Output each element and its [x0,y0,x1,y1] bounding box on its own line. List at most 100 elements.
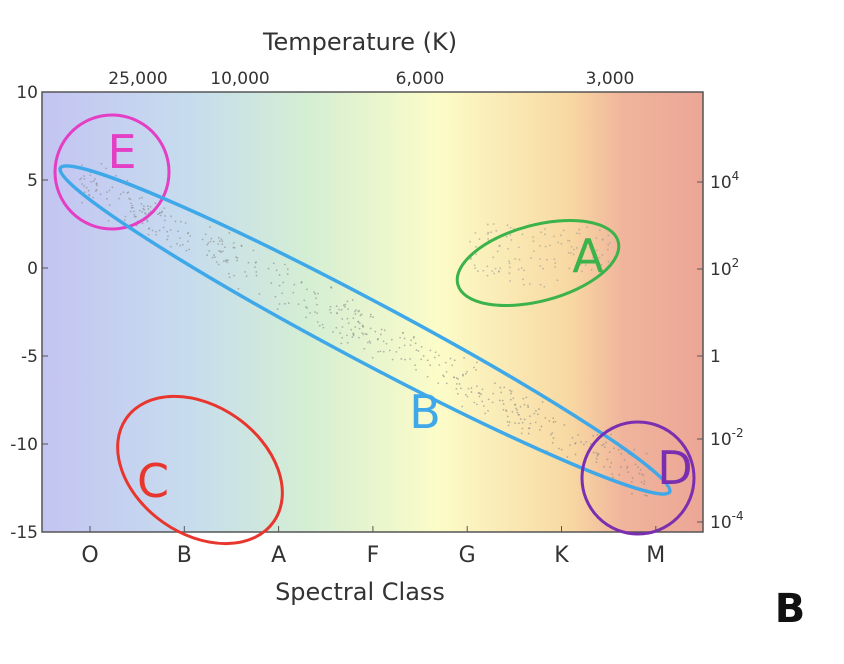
star-dot [358,309,360,312]
star-dot [316,321,319,323]
star-dot [105,197,108,200]
star-dot [595,237,598,240]
star-dot [521,233,524,236]
star-dot [129,210,132,213]
star-dot [608,241,611,244]
star-dot [522,278,524,281]
star-dot [619,466,622,469]
region-label: E [107,125,136,179]
star-dot [278,284,281,287]
star-dot [469,240,471,243]
star-dot [464,372,467,375]
star-dot [528,427,531,430]
star-dot [585,246,587,249]
star-dot [506,415,509,418]
star-dot [598,229,601,231]
star-dot [159,214,162,217]
star-dot [297,303,300,305]
star-dot [517,413,520,416]
star-dot [544,417,547,419]
star-dot [314,292,317,295]
star-dot [464,393,467,396]
star-dot [388,349,391,352]
star-dot [482,405,485,407]
star-dot [329,311,332,314]
star-dot [497,270,500,273]
star-dot [118,197,121,200]
star-dot [158,229,161,232]
star-dot [534,421,537,424]
star-dot [275,269,278,272]
star-dot [645,452,648,455]
star-dot [535,410,537,412]
star-dot [316,303,318,306]
star-dot [201,238,204,241]
star-dot [227,272,230,275]
star-dot [209,226,211,228]
top-tick-label: 10,000 [210,69,269,89]
star-dot [519,418,522,420]
star-dot [429,364,432,367]
star-dot [486,223,489,226]
star-dot [105,167,108,170]
star-dot [503,386,506,389]
star-dot [305,288,308,291]
star-dot [399,336,401,339]
star-dot [486,265,489,268]
star-dot [453,376,456,379]
region-label: D [657,441,692,495]
star-dot [309,312,311,314]
star-dot [414,342,417,345]
star-dot [542,267,544,270]
star-dot [556,279,559,282]
star-dot [557,241,559,244]
star-dot [344,303,347,306]
star-dot [352,332,355,335]
star-dot [130,202,132,205]
star-dot [346,334,348,337]
star-dot [603,446,606,448]
star-dot [521,427,524,430]
star-dot [403,337,406,340]
star-dot [487,238,490,240]
star-dot [509,279,512,282]
star-dot [108,189,111,192]
star-dot [545,258,548,261]
star-dot [303,299,306,302]
star-dot [429,349,432,352]
star-dot [506,224,509,227]
star-dot [185,249,188,252]
star-dot [606,248,609,251]
star-dot [490,231,493,234]
star-dot [508,260,510,263]
star-dot [342,304,345,307]
bottom-tick-label: G [459,543,476,568]
star-dot [532,236,535,239]
star-dot [494,267,497,270]
star-dot [456,392,459,395]
star-dot [218,236,220,239]
star-dot [509,226,512,229]
star-dot [158,212,161,215]
star-dot [215,261,218,263]
star-dot [151,229,154,232]
star-dot [514,422,517,425]
star-dot [530,257,532,259]
star-dot [630,481,633,483]
star-dot [551,441,554,444]
star-dot [351,299,354,301]
star-dot [595,451,598,454]
star-dot [81,164,83,167]
star-dot [147,208,150,210]
star-dot [306,307,308,309]
star-dot [449,357,452,360]
star-dot [618,473,621,476]
star-dot [221,243,224,246]
star-dot [607,243,610,246]
star-dot [119,193,122,195]
star-dot [329,305,332,308]
star-dot [174,220,177,223]
star-dot [225,259,228,261]
star-dot [236,259,238,262]
star-dot [126,179,129,182]
